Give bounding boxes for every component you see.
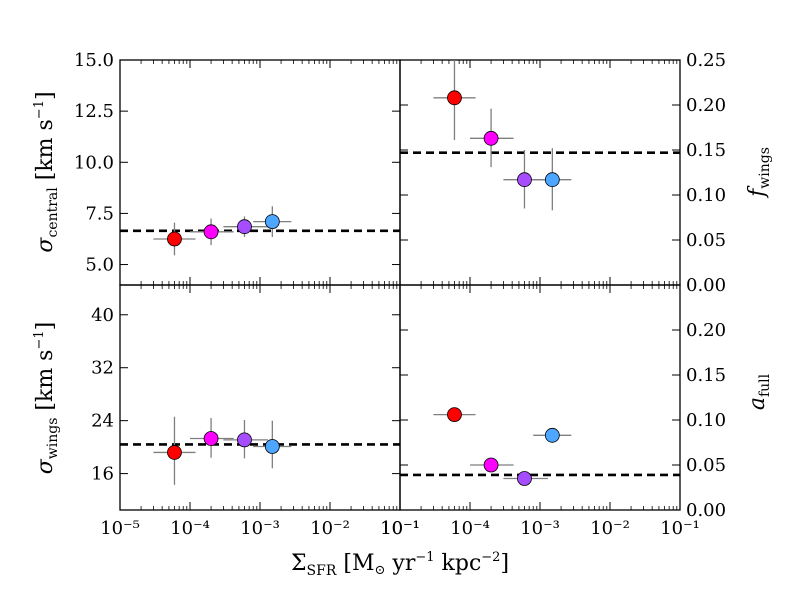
y-tick-label: 40 <box>91 305 114 326</box>
data-point <box>167 231 182 247</box>
y-tick-label: 0.10 <box>686 185 726 206</box>
panel-frame <box>119 59 401 286</box>
x-tick-label: 10⁻⁴ <box>170 518 210 539</box>
data-point <box>167 445 182 460</box>
data-point <box>544 427 560 443</box>
data-point <box>483 130 499 146</box>
panel-sigma_wings: 16 24 32 40 10⁻⁵ 10⁻⁴ 10⁻³ 10⁻² 10⁻¹ <box>91 284 420 539</box>
x-tick-label: 10⁻¹ <box>660 518 700 539</box>
panel-frame <box>119 284 401 511</box>
x-tick-label: 10⁻² <box>310 518 350 539</box>
y-tick-label: 0.00 <box>686 500 726 521</box>
y-tick-label: 5.0 <box>85 255 114 276</box>
y-tick-label: 0.05 <box>686 455 726 476</box>
panels: 5.07.510.012.515.00.000.050.100.150.200.… <box>74 50 726 539</box>
data-point <box>517 471 532 486</box>
ylabel-sigma-wings: σwings [km s−1] <box>32 322 61 474</box>
panel-f_wings: 0.00 0.05 0.10 0.15 0.20 0.25 <box>399 50 726 296</box>
y-tick-label: 32 <box>91 358 114 379</box>
y-tick-label: 0.10 <box>686 410 726 431</box>
data-point <box>517 172 532 188</box>
x-tick-label: 10⁻³ <box>240 518 280 539</box>
x-tick-label: 10⁻² <box>590 518 630 539</box>
y-tick-label: 0.20 <box>686 320 726 341</box>
y-tick-label: 12.5 <box>74 101 114 122</box>
panel-a_full: 0.00 0.05 0.10 0.15 0.20 10⁻¹ 10⁻⁴ 10⁻³ 10⁻² 10⁻¹ <box>380 284 726 539</box>
y-tick-label: 24 <box>91 411 114 432</box>
y-tick-label: 7.5 <box>85 203 114 224</box>
y-tick-label: 0.20 <box>686 95 726 116</box>
ylabel-f-wings: fwings <box>745 147 773 199</box>
y-tick-label: 0.15 <box>686 140 726 161</box>
data-point <box>483 457 499 473</box>
x-tick-label: 10⁻¹ <box>380 518 420 539</box>
ylabel-sigma-central: σcentral [km s−1] <box>32 91 61 252</box>
y-tick-label: 16 <box>91 464 114 485</box>
xlabel: ΣSFR [M⊙ yr−1 kpc−2] <box>291 550 509 579</box>
x-tick-label: 10⁻³ <box>520 518 560 539</box>
y-tick-label: 0.25 <box>686 50 726 71</box>
panel-frame <box>399 59 681 286</box>
data-point <box>544 172 560 188</box>
panel-sigma_central: 5.0 7.5 10.0 12.5 15.0 <box>74 50 401 286</box>
data-point <box>237 219 252 235</box>
x-tick-label: 10⁻¹ <box>380 518 420 539</box>
data-point <box>447 90 462 106</box>
data-point <box>264 439 280 454</box>
panel-frame <box>399 284 681 511</box>
data-point <box>203 431 219 446</box>
data-point <box>264 214 280 229</box>
y-tick-label: 15.0 <box>74 50 114 71</box>
y-tick-label: 0.05 <box>686 230 726 251</box>
data-point <box>203 224 219 240</box>
y-tick-label: 0.00 <box>686 275 726 296</box>
x-tick-label: 10⁻⁵ <box>100 518 140 539</box>
ylabel-a-full: afull <box>745 373 773 410</box>
data-point <box>237 432 252 448</box>
y-tick-label: 10.0 <box>74 152 114 173</box>
y-tick-label: 0.15 <box>686 365 726 386</box>
data-point <box>447 407 462 423</box>
x-tick-label: 10⁻⁴ <box>450 518 490 539</box>
